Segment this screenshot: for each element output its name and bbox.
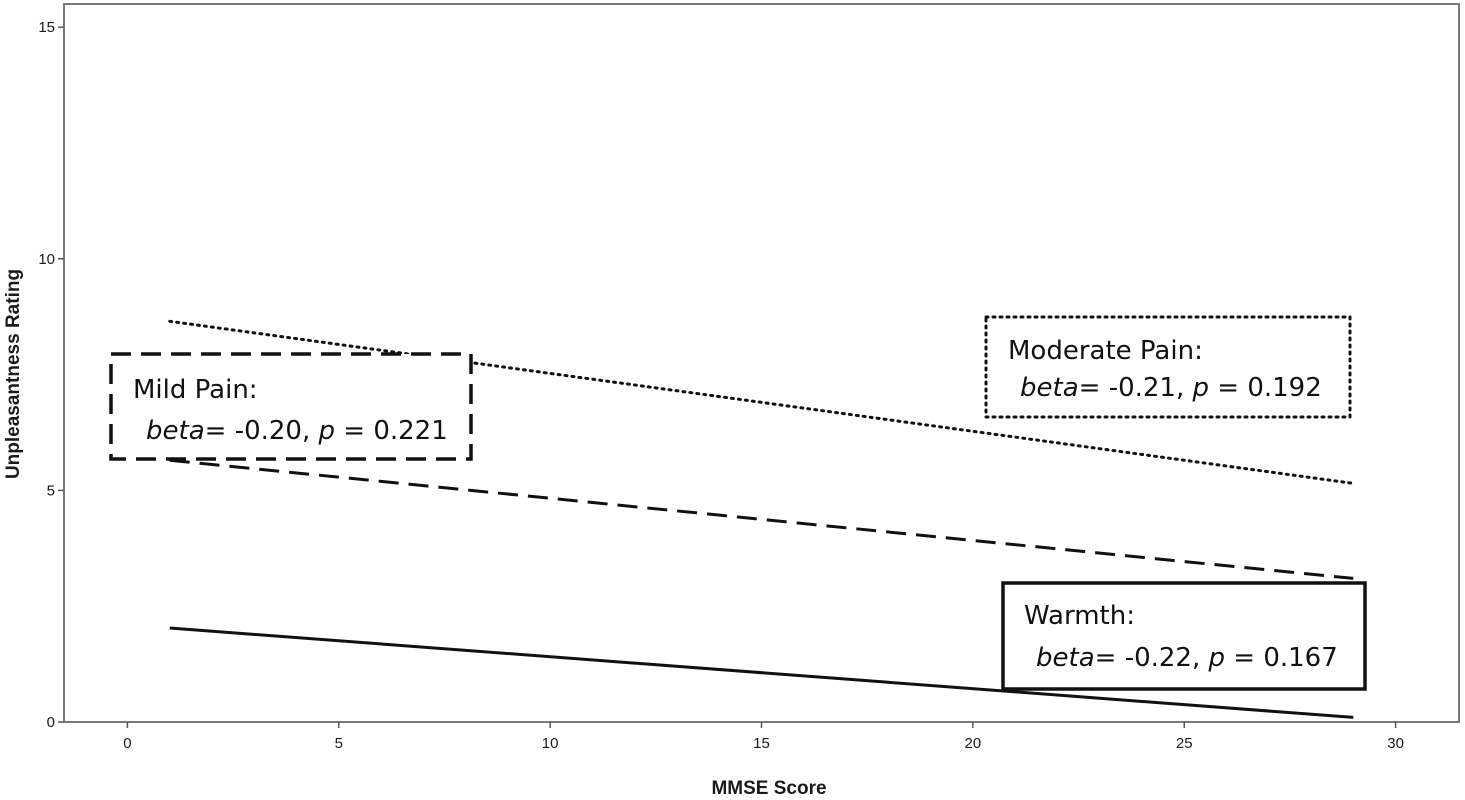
p-value: = 0.221 bbox=[335, 416, 448, 446]
x-tick-label: 30 bbox=[1387, 735, 1404, 752]
x-tick-label: 5 bbox=[335, 735, 343, 752]
annotation-title-moderate-pain: Moderate Pain: bbox=[1008, 336, 1203, 366]
p-value: = 0.167 bbox=[1225, 643, 1338, 673]
p-label: p bbox=[318, 416, 336, 446]
x-axis-title: MMSE Score bbox=[711, 778, 826, 799]
y-tick-label: 5 bbox=[47, 482, 55, 499]
x-tick-label: 15 bbox=[753, 735, 770, 752]
annotation-box-moderate-pain bbox=[984, 315, 1352, 419]
x-axis: 0 5 10 15 20 25 30 bbox=[123, 722, 1404, 752]
x-tick-label: 20 bbox=[965, 735, 982, 752]
p-label: p bbox=[1192, 373, 1210, 403]
y-tick-label: 15 bbox=[38, 19, 55, 36]
beta-label: beta bbox=[146, 416, 205, 446]
y-tick-label: 0 bbox=[47, 714, 55, 731]
series-line-warmth bbox=[169, 626, 1354, 719]
beta-value: = -0.22, bbox=[1095, 643, 1209, 673]
x-tick-label: 0 bbox=[123, 735, 131, 752]
y-tick-label: 10 bbox=[38, 251, 55, 268]
beta-value: = -0.21, bbox=[1079, 373, 1193, 403]
annotation-moderate-pain: Moderate Pain: beta= -0.21, p = 0.192 bbox=[984, 315, 1352, 419]
x-tick-label: 25 bbox=[1176, 735, 1193, 752]
beta-value: = -0.20, bbox=[205, 416, 319, 446]
beta-label: beta bbox=[1020, 373, 1079, 403]
y-axis: 0 5 10 15 bbox=[38, 19, 64, 731]
annotation-stats-mild-pain: beta= -0.20, p = 0.221 bbox=[146, 416, 448, 446]
series-line-mild-pain bbox=[169, 458, 1354, 580]
y-axis-title: Unpleasantness Rating bbox=[3, 269, 24, 479]
beta-label: beta bbox=[1036, 643, 1095, 673]
annotation-box-mild-pain bbox=[109, 352, 473, 461]
series-lines bbox=[168, 319, 1355, 719]
p-label: p bbox=[1208, 643, 1226, 673]
annotation-warmth: Warmth: beta= -0.22, p = 0.167 bbox=[1001, 581, 1367, 691]
annotation-title-mild-pain: Mild Pain: bbox=[133, 375, 258, 405]
annotation-title-warmth: Warmth: bbox=[1024, 601, 1135, 631]
annotation-mild-pain: Mild Pain: beta= -0.20, p = 0.221 bbox=[109, 352, 473, 461]
series-line-moderate-pain bbox=[168, 319, 1355, 485]
annotation-stats-moderate-pain: beta= -0.21, p = 0.192 bbox=[1020, 373, 1322, 403]
annotation-box-warmth bbox=[1001, 581, 1367, 691]
p-value: = 0.192 bbox=[1209, 373, 1322, 403]
x-tick-label: 10 bbox=[542, 735, 559, 752]
annotation-stats-warmth: beta= -0.22, p = 0.167 bbox=[1036, 643, 1338, 673]
